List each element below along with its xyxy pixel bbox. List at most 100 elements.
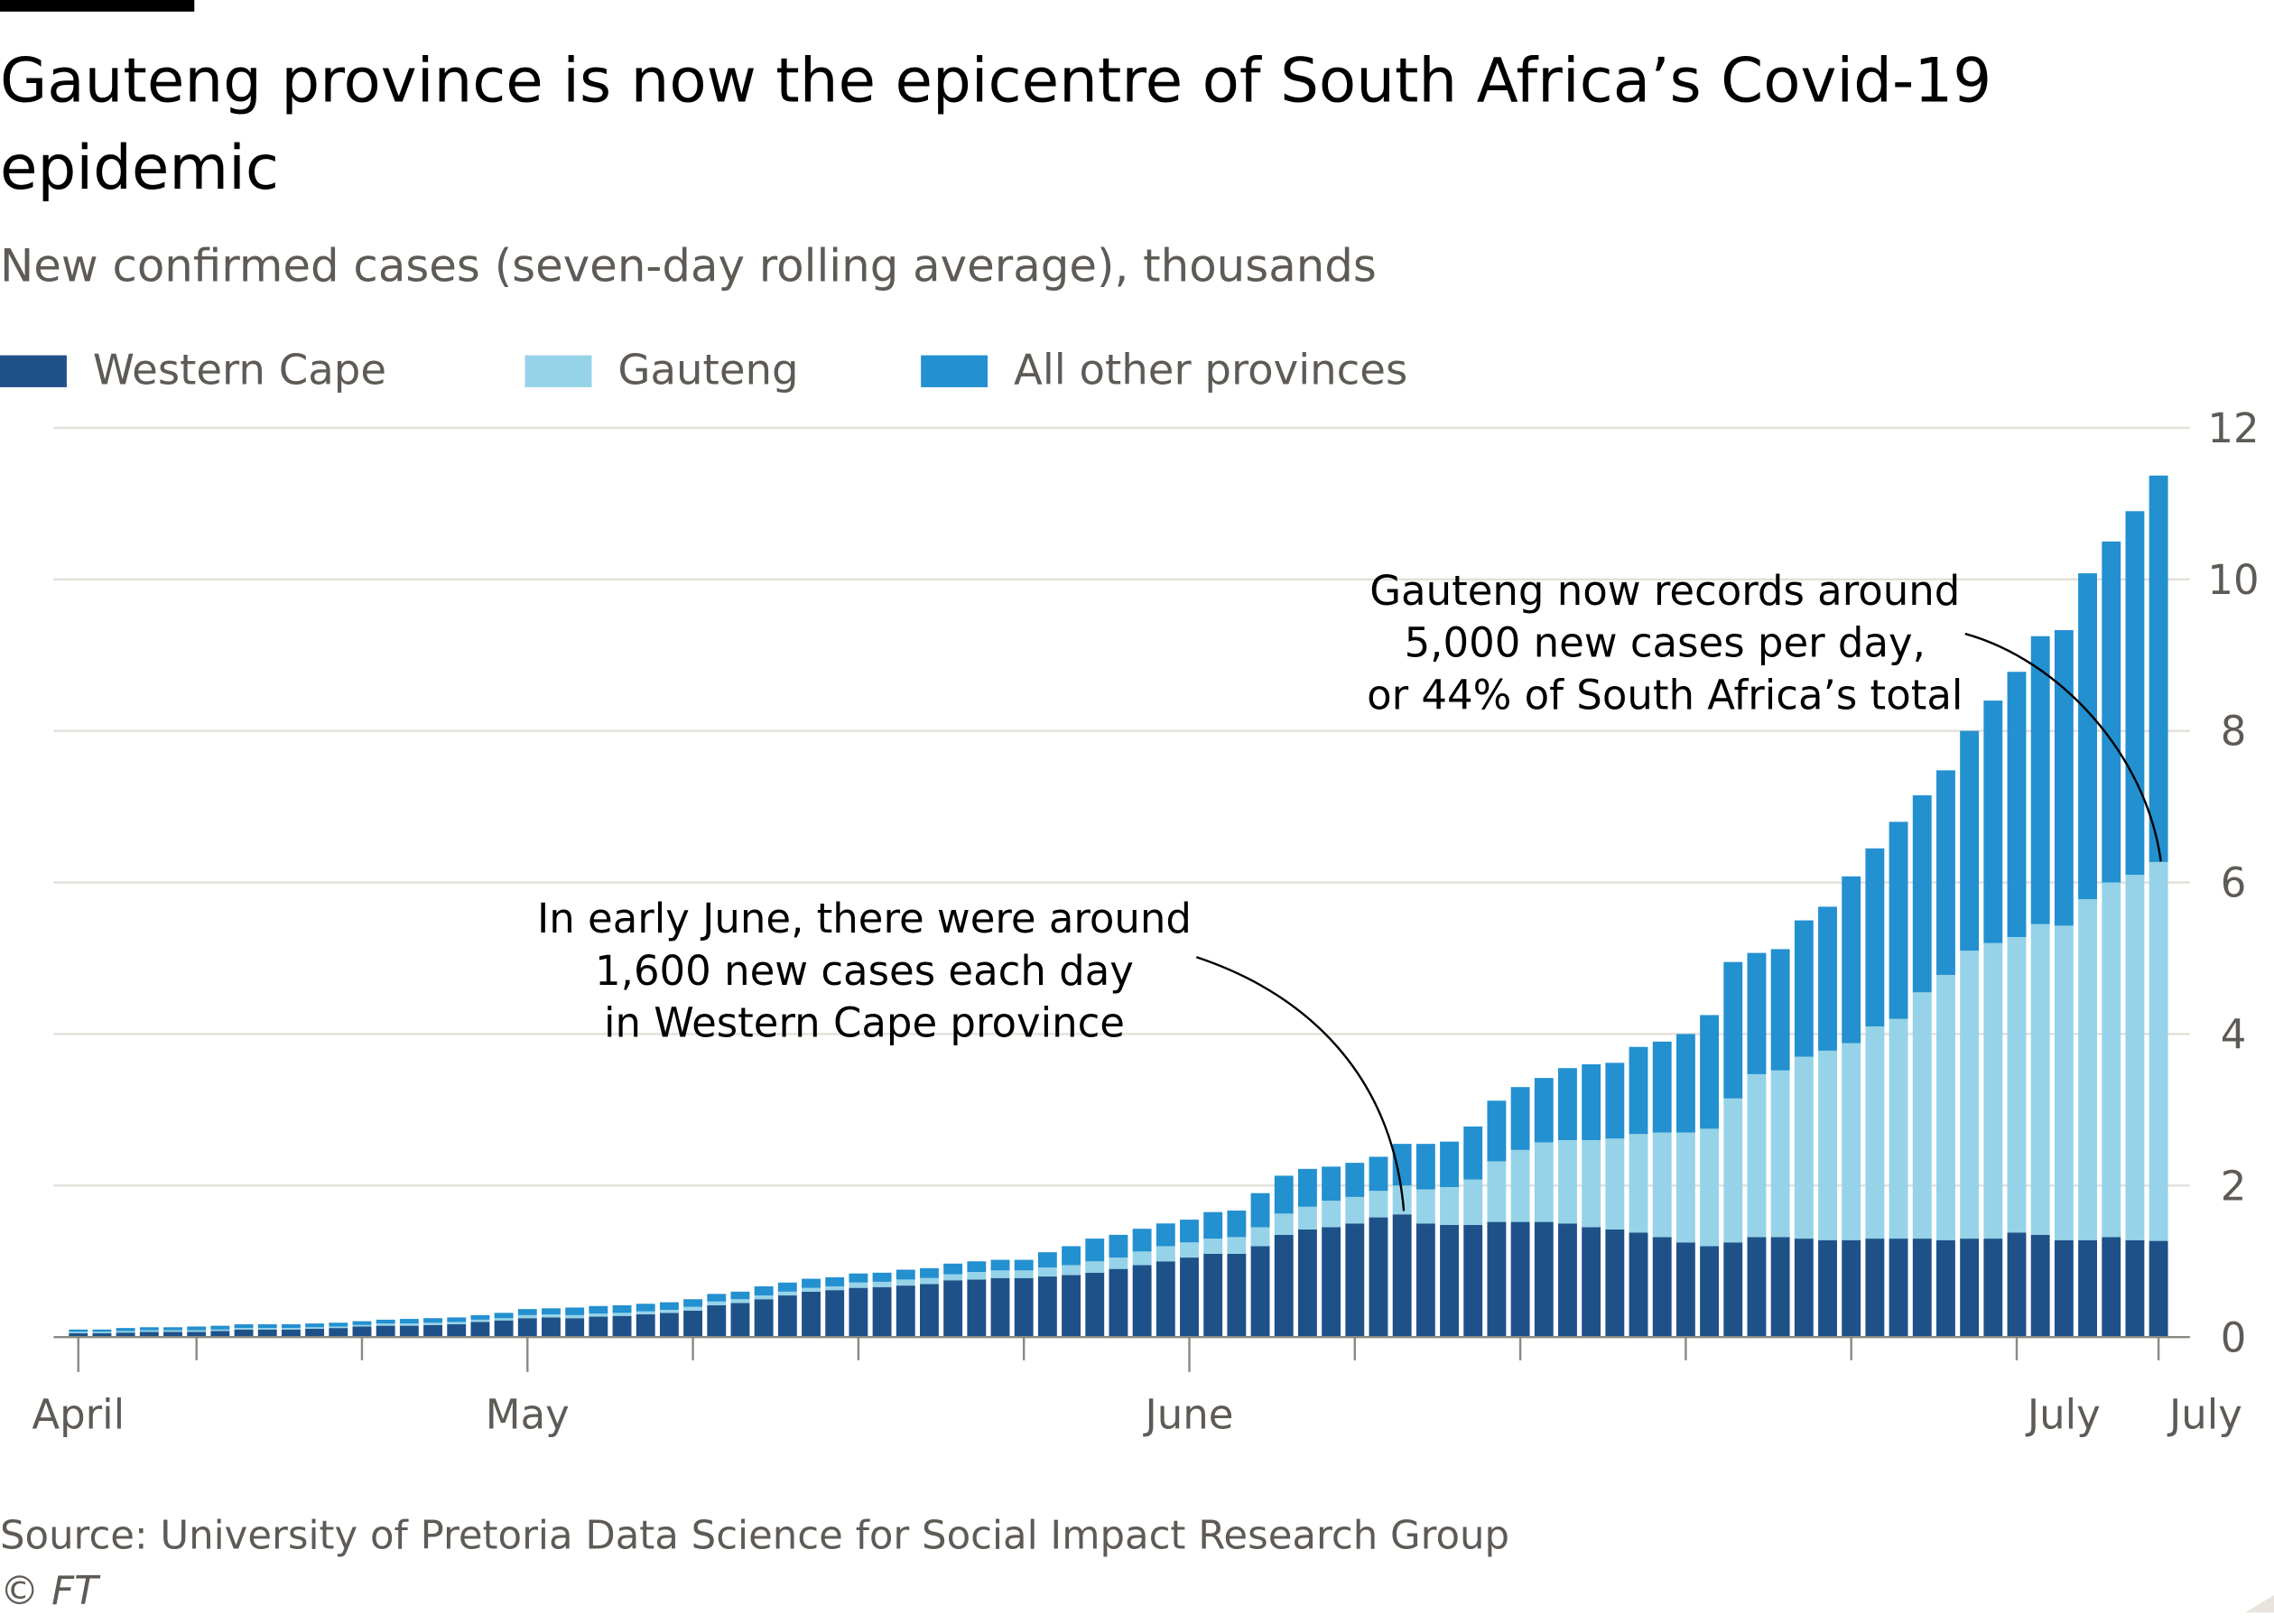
bar-segment xyxy=(825,1290,845,1338)
bar-segment xyxy=(943,1280,963,1338)
bar-segment xyxy=(281,1329,301,1338)
bar-segment xyxy=(1440,1186,1459,1225)
bar-segment xyxy=(1297,1206,1317,1230)
x-tick-label: July xyxy=(2167,1390,2242,1438)
bar-segment xyxy=(777,1291,797,1296)
bar-segment xyxy=(542,1308,561,1315)
bar-segment xyxy=(2125,1239,2145,1338)
bar-segment xyxy=(517,1314,537,1319)
bar-segment xyxy=(1652,1041,1672,1133)
bar-segment xyxy=(777,1282,797,1292)
y-tick-label: 0 xyxy=(2221,1313,2247,1361)
bar-segment xyxy=(1842,1239,1861,1338)
bar-segment xyxy=(707,1304,727,1338)
bar-segment xyxy=(1463,1224,1483,1338)
legend-item: Gauteng xyxy=(524,345,799,394)
bar-segment xyxy=(967,1279,987,1338)
bar-segment xyxy=(1912,795,1932,993)
bar-segment xyxy=(1369,1217,1388,1338)
x-tick-label: April xyxy=(32,1390,125,1438)
bar-segment xyxy=(1723,961,1743,1099)
bar-segment xyxy=(1842,876,1861,1044)
bar-segment xyxy=(1392,1144,1412,1186)
bar-segment xyxy=(1865,1026,1885,1239)
bar-segment xyxy=(1582,1139,1601,1228)
bar-segment xyxy=(1369,1191,1388,1218)
bar-segment xyxy=(2007,1232,2027,1338)
bar-segment xyxy=(116,1331,135,1333)
bar-segment xyxy=(257,1328,277,1330)
bar-segment xyxy=(1652,1132,1672,1238)
bar-segment xyxy=(896,1285,915,1338)
bar-segment xyxy=(659,1302,679,1310)
bar-segment xyxy=(1700,1128,1720,1247)
bar-segment xyxy=(234,1323,254,1329)
bar-segment xyxy=(1156,1223,1175,1247)
bar-segment xyxy=(2030,636,2050,924)
bar-segment xyxy=(872,1272,892,1282)
bar-segment xyxy=(1983,1239,2003,1338)
bar-segment xyxy=(1983,701,2003,943)
bar-segment xyxy=(707,1294,727,1302)
bar-segment xyxy=(1935,974,1955,1240)
bar-segment xyxy=(730,1299,750,1304)
bar-segment xyxy=(92,1329,112,1332)
bar-segment xyxy=(1322,1201,1341,1228)
bar-segment xyxy=(1912,992,1932,1239)
y-tick-label: 12 xyxy=(2207,404,2259,452)
x-tick-label: May xyxy=(486,1390,570,1438)
bar-segment xyxy=(329,1328,348,1338)
bar-segment xyxy=(1675,1242,1695,1338)
bar-segment xyxy=(423,1318,442,1323)
bar-segment xyxy=(305,1328,325,1338)
x-tick-label: July xyxy=(2025,1390,2101,1438)
bar-segment xyxy=(636,1304,655,1312)
legend-label: Western Cape xyxy=(92,345,387,394)
bar-segment xyxy=(1794,1239,1814,1338)
bar-segment xyxy=(1274,1234,1294,1338)
bar-segment xyxy=(399,1323,419,1326)
bar-segment xyxy=(187,1332,207,1338)
bar-segment xyxy=(1487,1221,1507,1338)
bar-segment xyxy=(1558,1068,1577,1140)
bar-segment xyxy=(1156,1261,1175,1338)
bar-segment xyxy=(1558,1139,1577,1224)
bar-segment xyxy=(1818,1050,1837,1240)
bar-segment xyxy=(1889,821,1908,1019)
y-tick-label: 10 xyxy=(2207,556,2259,604)
legend-label: Gauteng xyxy=(617,345,799,394)
bar-segment xyxy=(1463,1179,1483,1225)
bar-segment xyxy=(612,1304,632,1313)
bar-segment xyxy=(990,1259,1010,1271)
bar-segment xyxy=(447,1322,467,1324)
bar-segment xyxy=(636,1311,655,1315)
annotation-text: 5,000 new cases per day, xyxy=(1405,619,1926,667)
bar-segment xyxy=(1132,1229,1152,1252)
bar-segment xyxy=(1227,1211,1247,1238)
bar-segment xyxy=(423,1324,442,1338)
bar-segment xyxy=(1014,1277,1034,1338)
bar-segment xyxy=(754,1285,774,1296)
bar-segment xyxy=(1889,1239,1908,1338)
bar-segment xyxy=(777,1295,797,1338)
bar-segment xyxy=(872,1286,892,1338)
bar-segment xyxy=(470,1314,490,1320)
bar-segment xyxy=(1274,1213,1294,1235)
bar-segment xyxy=(1109,1234,1128,1258)
bar-segment xyxy=(683,1306,703,1311)
bar-segment xyxy=(494,1318,514,1321)
legend-swatch xyxy=(0,355,67,387)
bar-segment xyxy=(517,1318,537,1338)
bar-segment xyxy=(1747,952,1767,1074)
bar-segment xyxy=(1085,1272,1105,1338)
bar-segment xyxy=(1062,1246,1081,1266)
bar-segment xyxy=(210,1329,230,1332)
bar-segment xyxy=(2102,541,2121,883)
bar-segment xyxy=(163,1327,182,1331)
annotation-text: or 44% of South Africa’s total xyxy=(1367,672,1963,719)
bar-segment xyxy=(305,1327,325,1329)
corner-mark xyxy=(2244,1595,2274,1613)
bar-segment xyxy=(281,1328,301,1330)
bar-segment xyxy=(1037,1252,1057,1267)
bar-segment xyxy=(2078,899,2097,1240)
